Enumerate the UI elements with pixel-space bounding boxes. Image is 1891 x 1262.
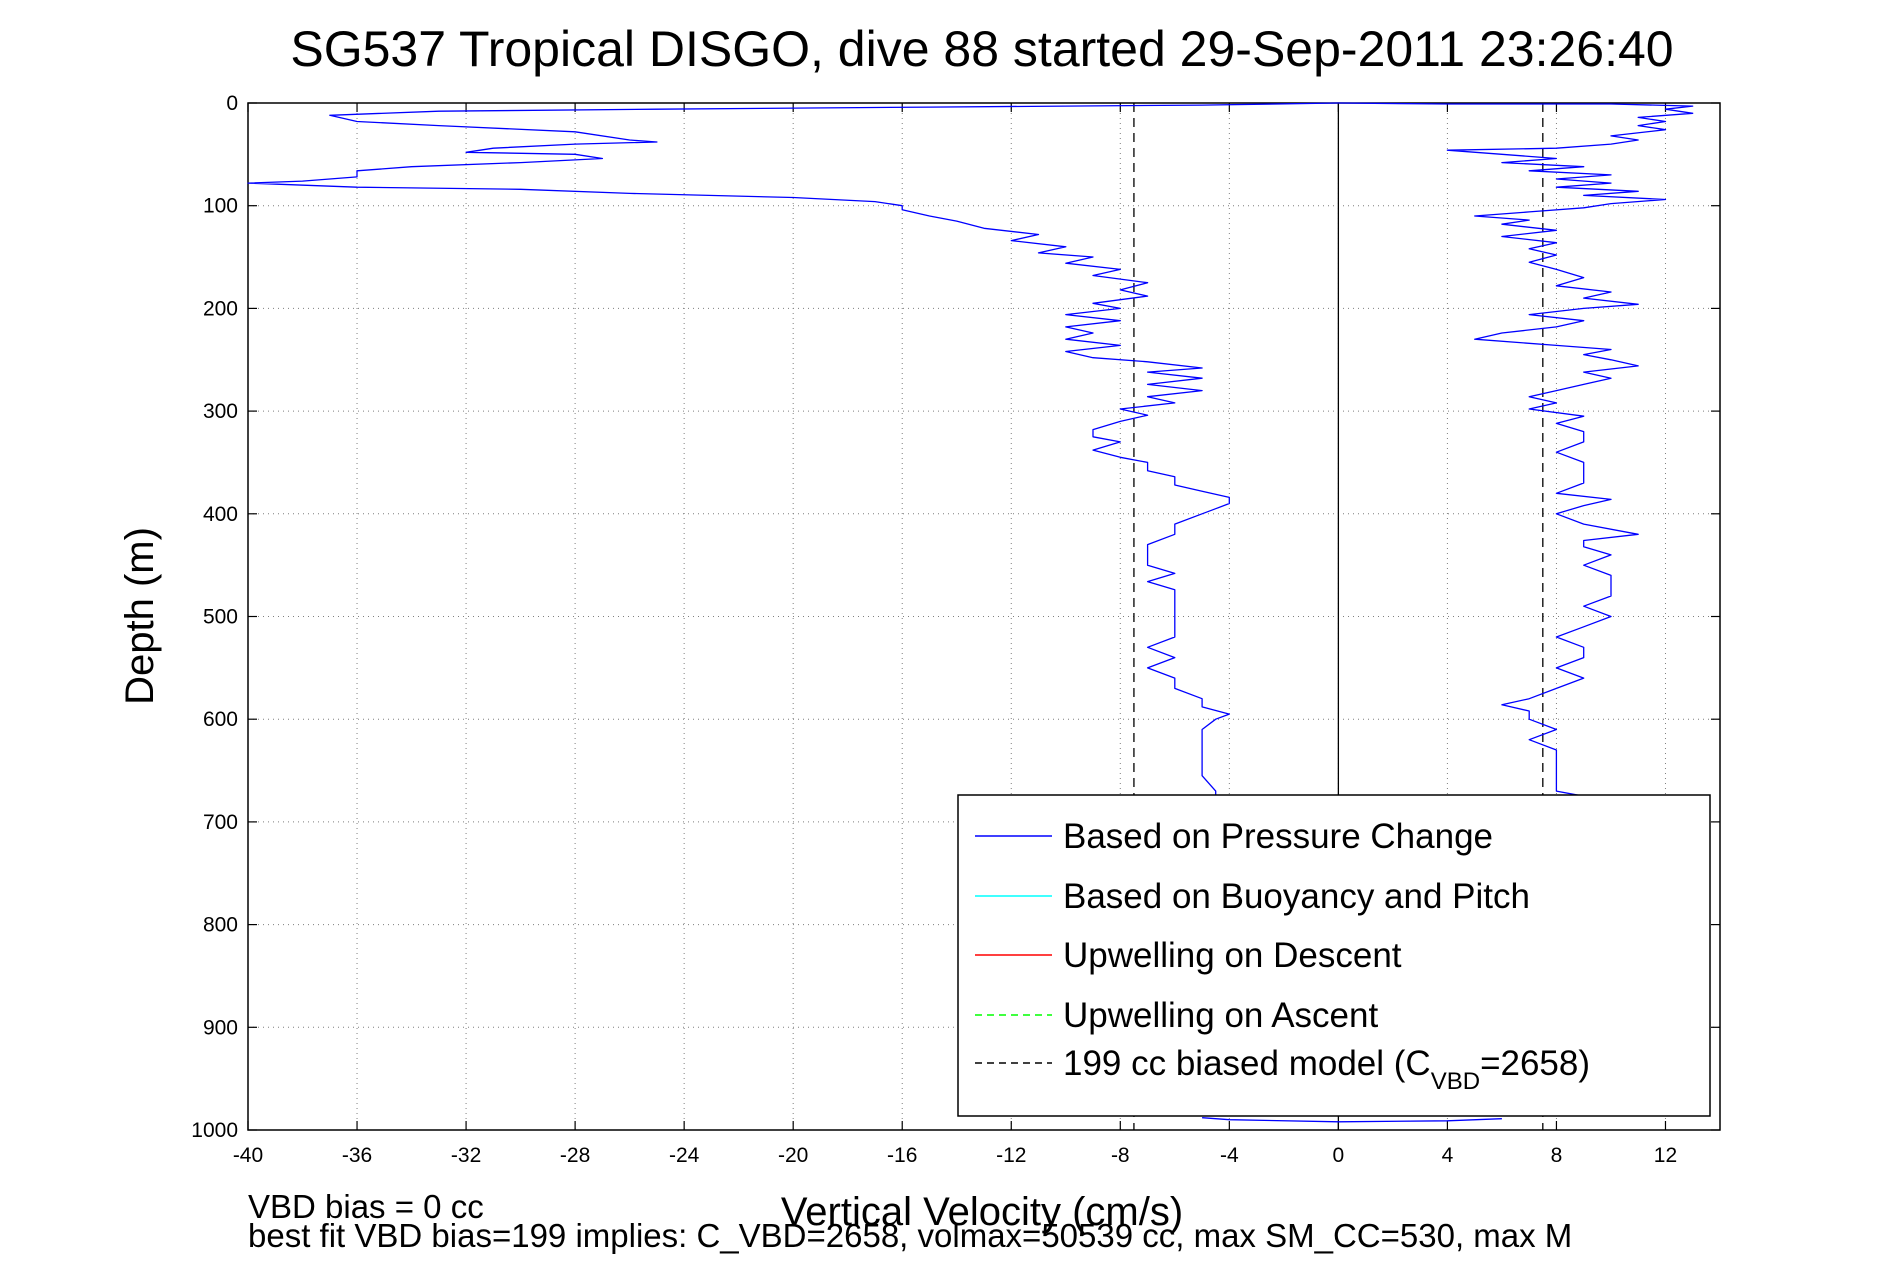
legend-label: Upwelling on Ascent <box>1063 996 1378 1035</box>
x-tick-label: 12 <box>1654 1144 1677 1167</box>
series-line-bottom <box>1202 1117 1502 1123</box>
x-tick-label: 0 <box>1333 1144 1345 1167</box>
x-tick-label: -24 <box>669 1144 700 1167</box>
legend-box <box>957 794 1711 1117</box>
series-line-descent <box>247 102 1339 807</box>
legend-label: Based on Buoyancy and Pitch <box>1063 877 1530 916</box>
chart-title: SG537 Tropical DISGO, dive 88 started 29… <box>290 21 1673 77</box>
x-tick-label: -40 <box>233 1144 263 1167</box>
y-tick-label: 200 <box>203 297 238 320</box>
y-tick-label: 300 <box>203 400 238 423</box>
y-tick-label: 0 <box>226 92 238 115</box>
x-tick-label: -4 <box>1220 1144 1239 1167</box>
y-tick-label: 100 <box>203 195 238 218</box>
y-tick-label: 1000 <box>191 1119 238 1142</box>
legend: Based on Pressure Change Based on Buoyanc… <box>957 794 1711 1117</box>
axis-ticks: -40 -36 -32 -28 -24 -20 -16 -12 -8 -4 0 4 8 120100200… <box>191 92 1720 1167</box>
y-tick-label: 800 <box>203 914 238 937</box>
footnote-best-fit: best fit VBD bias=199 implies: C_VBD=265… <box>248 1217 1572 1254</box>
legend-label: Upwelling on Descent <box>1063 936 1402 975</box>
series-line-ascent <box>1338 102 1694 797</box>
y-axis-label: Depth (m) <box>118 527 162 705</box>
y-tick-label: 700 <box>203 811 238 834</box>
x-tick-label: -16 <box>887 1144 917 1167</box>
y-tick-label: 400 <box>203 503 238 526</box>
x-tick-label: -36 <box>342 1144 372 1167</box>
x-tick-label: -32 <box>451 1144 481 1167</box>
x-tick-label: -8 <box>1111 1144 1130 1167</box>
series-lines <box>247 102 1694 1123</box>
x-axis-label: Vertical Velocity (cm/s) <box>781 1190 1183 1234</box>
x-tick-label: -12 <box>996 1144 1026 1167</box>
x-tick-label: -20 <box>778 1144 808 1167</box>
y-tick-label: 500 <box>203 606 238 629</box>
y-tick-label: 600 <box>203 708 238 731</box>
y-tick-label: 900 <box>203 1016 238 1039</box>
footnote-vbd-bias: VBD bias = 0 cc <box>248 1188 484 1225</box>
x-tick-label: 4 <box>1442 1144 1454 1167</box>
legend-label: 199 cc biased model (CVBD=2658) <box>1063 1044 1590 1095</box>
x-tick-label: 8 <box>1551 1144 1563 1167</box>
x-tick-label: -28 <box>560 1144 590 1167</box>
legend-label: Based on Pressure Change <box>1063 817 1493 856</box>
